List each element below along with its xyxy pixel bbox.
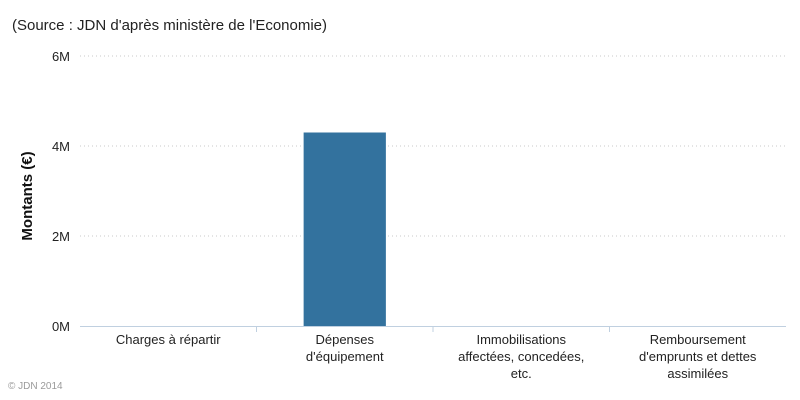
x-category-label-line: d'équipement — [306, 349, 384, 364]
x-category-label-line: Immobilisations — [476, 332, 566, 347]
x-category-label-line: affectées, concedées, — [458, 349, 584, 364]
x-category-label-line: Remboursement — [650, 332, 746, 347]
source-note: (Source : JDN d'après ministère de l'Eco… — [12, 17, 328, 34]
x-category-label-line: assimilées — [667, 366, 728, 381]
y-tick-label: 6M — [52, 49, 70, 64]
y-axis-title: Montants (€) — [19, 151, 36, 240]
bar — [303, 132, 386, 326]
y-tick-label: 0M — [52, 319, 70, 334]
x-category-label-line: Dépenses — [315, 332, 374, 347]
x-category-label: Immobilisations affectées, concedées, etc. — [458, 332, 584, 381]
y-tick-label: 2M — [52, 229, 70, 244]
copyright-credit: © JDN 2014 — [8, 381, 63, 392]
x-category-label: Remboursement d'emprunts et dettes assimil… — [639, 332, 757, 381]
x-category-label: Charges à répartir — [116, 332, 221, 347]
x-category-label: Dépenses d'équipement — [306, 332, 384, 364]
x-category-label-line: Charges à répartir — [116, 332, 221, 347]
x-category-label-line: etc. — [511, 366, 532, 381]
y-tick-label: 4M — [52, 139, 70, 154]
x-category-label-line: d'emprunts et dettes — [639, 349, 757, 364]
